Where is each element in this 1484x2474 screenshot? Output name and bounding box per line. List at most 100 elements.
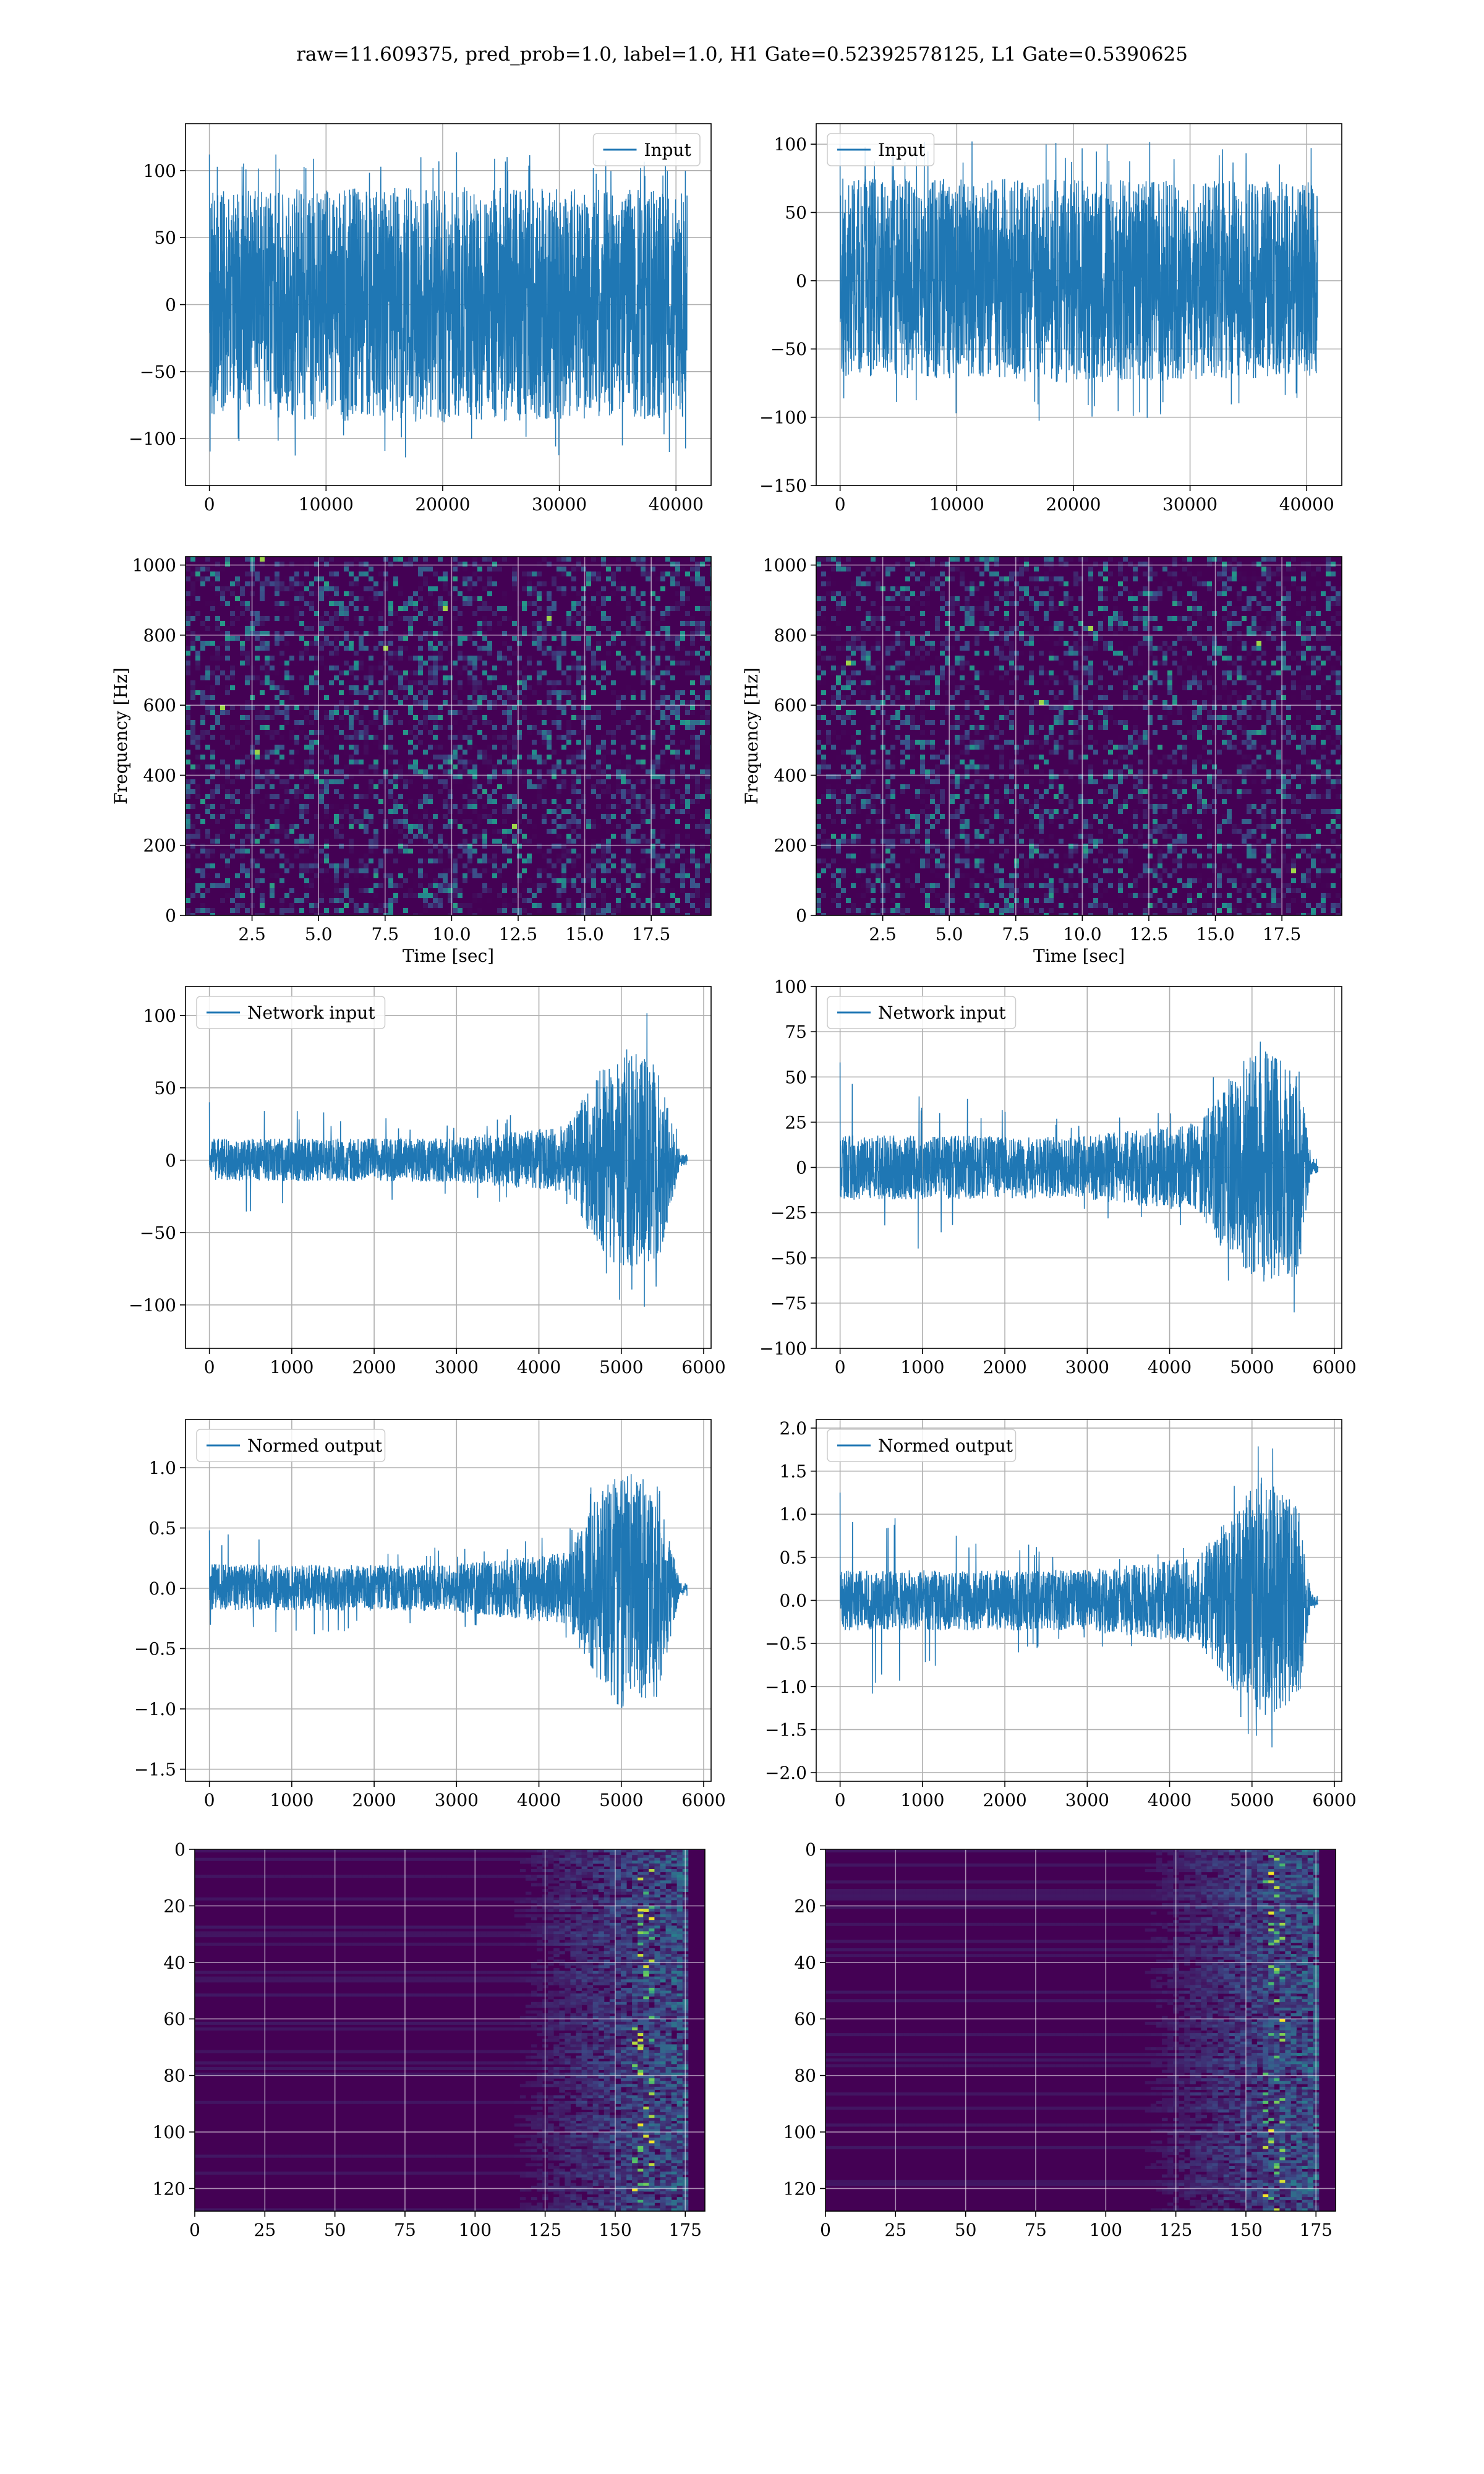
- heatmap-cell: [225, 641, 230, 646]
- heatmap-cell: [245, 661, 250, 666]
- heatmap-cell: [1227, 601, 1232, 606]
- heatmap-cell: [195, 567, 200, 571]
- heatmap-cell: [571, 913, 576, 915]
- heatmap-cell: [225, 769, 230, 774]
- heatmap-cell: [925, 631, 930, 636]
- heatmap-cell: [700, 675, 705, 680]
- heatmap-cell: [1197, 626, 1202, 631]
- heatmap-cell: [215, 576, 220, 581]
- heatmap-cell: [1212, 685, 1217, 690]
- heatmap-cell: [626, 774, 631, 779]
- heatmap-cell: [1123, 631, 1128, 636]
- heatmap-cell: [284, 646, 289, 651]
- heatmap-cell: [329, 641, 334, 646]
- heatmap-cell: [851, 651, 856, 656]
- heatmap-cell: [910, 641, 915, 646]
- heatmap-cell: [507, 769, 512, 774]
- heatmap-cell: [871, 557, 876, 562]
- heatmap-cell: [1128, 661, 1133, 666]
- heatmap-cell: [260, 636, 265, 641]
- heatmap-cell: [547, 849, 552, 854]
- heatmap-cell: [1256, 641, 1261, 646]
- heatmap-cell: [895, 621, 900, 626]
- heatmap-cell: [373, 849, 378, 854]
- heatmap-cell: [1261, 571, 1266, 576]
- heatmap-cell: [970, 562, 974, 567]
- heatmap-cell: [230, 576, 235, 581]
- heatmap-cell: [910, 670, 915, 675]
- heatmap-cell: [695, 651, 700, 656]
- heatmap-cell: [364, 705, 369, 710]
- heatmap-cell: [1281, 596, 1286, 601]
- heatmap-cell: [186, 611, 190, 616]
- heatmap-cell: [885, 562, 890, 567]
- heatmap-cell: [670, 740, 675, 745]
- heatmap-cell: [487, 898, 492, 903]
- heatmap-cell: [1291, 557, 1296, 562]
- heatmap-cell: [186, 760, 190, 764]
- heatmap-cell: [586, 878, 591, 883]
- heatmap-cell: [1207, 626, 1212, 631]
- heatmap-cell: [195, 755, 200, 760]
- heatmap-cell: [1331, 670, 1336, 675]
- heatmap-cell: [616, 557, 621, 562]
- heatmap-cell: [660, 646, 665, 651]
- heatmap-cell: [388, 740, 393, 745]
- heatmap-cell: [215, 562, 220, 567]
- heatmap-cell: [438, 755, 443, 760]
- heatmap-cell: [388, 789, 393, 794]
- heatmap-cell: [710, 705, 711, 710]
- heatmap-cell: [408, 878, 413, 883]
- heatmap-cell: [423, 735, 428, 740]
- heatmap-cell: [265, 715, 270, 720]
- heatmap-cell: [670, 858, 675, 863]
- heatmap-cell: [492, 769, 497, 774]
- l1-spectrogram-plot-area: [816, 557, 1342, 915]
- heatmap-cell: [299, 863, 304, 868]
- heatmap-cell: [314, 710, 319, 715]
- heatmap-cell: [890, 571, 895, 576]
- heatmap-cell: [596, 661, 601, 666]
- heatmap-cell: [925, 591, 930, 596]
- heatmap-cell: [1202, 680, 1207, 685]
- heatmap-cell: [1113, 567, 1118, 571]
- heatmap-cell: [621, 799, 626, 804]
- heatmap-cell: [502, 844, 507, 849]
- heatmap-cell: [309, 779, 314, 784]
- heatmap-cell: [655, 680, 660, 685]
- heatmap-cell: [846, 675, 851, 680]
- heatmap-cell: [472, 799, 477, 804]
- heatmap-cell: [1286, 591, 1291, 596]
- heatmap-cell: [502, 641, 507, 646]
- heatmap-cell: [477, 596, 482, 601]
- heatmap-cell: [230, 834, 235, 839]
- heatmap-cell: [467, 611, 472, 616]
- heatmap-cell: [646, 819, 650, 824]
- heatmap-cell: [205, 779, 210, 784]
- heatmap-cell: [816, 557, 821, 562]
- heatmap-cell: [556, 784, 561, 789]
- heatmap-cell: [507, 794, 512, 799]
- heatmap-cell: [383, 646, 388, 651]
- heatmap-cell: [344, 591, 349, 596]
- heatmap-cell: [650, 591, 655, 596]
- heatmap-cell: [388, 651, 393, 656]
- heatmap-cell: [1019, 557, 1024, 562]
- heatmap-cell: [408, 680, 413, 685]
- heatmap-cell: [344, 725, 349, 730]
- heatmap-cell: [344, 680, 349, 685]
- heatmap-cell: [458, 888, 463, 893]
- heatmap-cell: [210, 690, 215, 695]
- heatmap-cell: [1083, 557, 1088, 562]
- heatmap-cell: [215, 626, 220, 631]
- heatmap-cell: [576, 626, 581, 631]
- heatmap-cell: [284, 829, 289, 834]
- heatmap-cell: [398, 849, 403, 854]
- heatmap-cell: [472, 834, 477, 839]
- heatmap-cell: [319, 893, 324, 898]
- heatmap-cell: [398, 720, 403, 725]
- heatmap-cell: [571, 760, 576, 764]
- heatmap-cell: [383, 651, 388, 656]
- heatmap-cell: [660, 710, 665, 715]
- heatmap-cell: [284, 799, 289, 804]
